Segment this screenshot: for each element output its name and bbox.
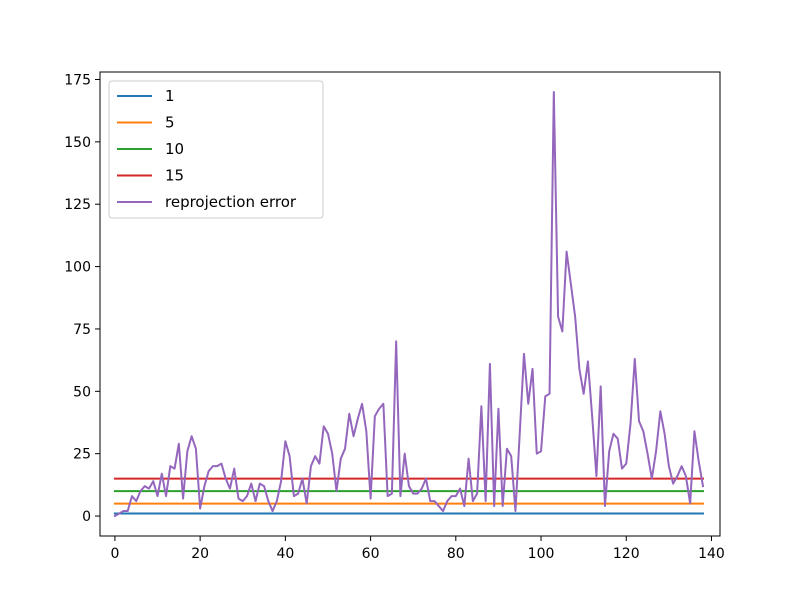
y-tick-label: 25 bbox=[73, 447, 91, 463]
x-tick-label: 140 bbox=[698, 546, 725, 562]
plot-lines bbox=[113, 90, 705, 518]
legend-label-2: 10 bbox=[165, 140, 184, 158]
plot-frame bbox=[99, 71, 721, 537]
series-line-4 bbox=[113, 90, 705, 518]
y-tick-label: 0 bbox=[82, 509, 91, 525]
x-tick-label: 80 bbox=[447, 546, 465, 562]
legend-label-3: 15 bbox=[165, 167, 184, 185]
x-tick-label: 60 bbox=[362, 546, 380, 562]
y-tick-label: 75 bbox=[73, 322, 91, 338]
x-tick-label: 120 bbox=[613, 546, 640, 562]
x-tick-label: 0 bbox=[110, 546, 119, 562]
y-tick-label: 50 bbox=[73, 384, 91, 400]
legend-label-1: 5 bbox=[165, 114, 175, 132]
legend-label-4: reprojection error bbox=[165, 193, 297, 211]
y-tick-label: 100 bbox=[64, 260, 91, 276]
x-tick-label: 100 bbox=[528, 546, 555, 562]
x-tick-label: 20 bbox=[191, 546, 209, 562]
y-tick-label: 125 bbox=[64, 197, 91, 213]
y-axis-ticks: 0 25 50 75 100 125 150 175 bbox=[64, 72, 100, 525]
legend-box bbox=[108, 80, 324, 219]
x-tick-label: 40 bbox=[276, 546, 294, 562]
y-tick-label: 175 bbox=[64, 72, 91, 88]
x-axis-ticks: 0 20 40 60 80 100 120 140 bbox=[110, 536, 725, 562]
y-tick-label: 150 bbox=[64, 135, 91, 151]
legend-label-0: 1 bbox=[165, 87, 175, 105]
